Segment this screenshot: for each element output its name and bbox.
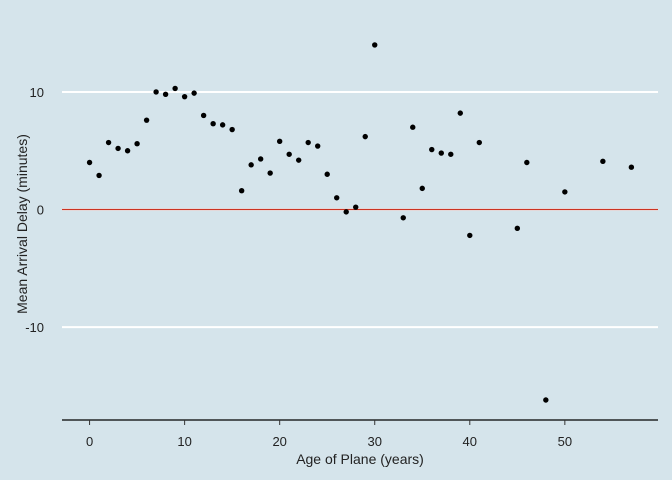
- data-point: [267, 170, 273, 176]
- data-point: [324, 171, 330, 177]
- data-point: [172, 85, 178, 92]
- data-point: [276, 138, 283, 145]
- data-point: [562, 189, 568, 195]
- data-point: [438, 150, 444, 156]
- data-point: [372, 42, 378, 48]
- x-tick-label: 20: [272, 434, 286, 449]
- data-point: [305, 139, 311, 146]
- data-point: [105, 139, 112, 146]
- data-point: [86, 159, 93, 166]
- data-point: [219, 122, 226, 128]
- data-point: [400, 215, 406, 221]
- data-point: [181, 93, 188, 100]
- data-point: [96, 172, 102, 179]
- data-point: [467, 232, 473, 239]
- data-point: [115, 145, 121, 152]
- y-axis-title: Mean Arrival Delay (minutes): [14, 134, 30, 314]
- data-point: [210, 121, 216, 127]
- y-tick-label: 0: [37, 203, 44, 218]
- data-point: [419, 185, 425, 192]
- data-points: [86, 42, 635, 403]
- data-point: [162, 91, 169, 98]
- data-point: [334, 195, 340, 201]
- data-point: [410, 124, 416, 130]
- data-point: [134, 140, 140, 147]
- data-point: [448, 151, 454, 157]
- data-point: [286, 151, 292, 157]
- data-point: [229, 126, 235, 133]
- data-point: [476, 139, 482, 146]
- x-axis-ticks: 0 10 20 30 40 50: [86, 420, 572, 449]
- data-point: [353, 204, 359, 210]
- data-point: [343, 209, 349, 215]
- data-point: [429, 146, 435, 153]
- data-point: [543, 397, 549, 403]
- x-tick-label: 50: [558, 434, 572, 449]
- data-point: [457, 110, 463, 116]
- data-point: [153, 89, 159, 95]
- data-point: [248, 162, 254, 168]
- x-tick-label: 10: [177, 434, 191, 449]
- data-point: [628, 164, 635, 170]
- x-tick-label: 30: [367, 434, 381, 449]
- x-axis-title: Age of Plane (years): [296, 451, 424, 467]
- data-point: [124, 148, 131, 154]
- data-point: [600, 158, 606, 165]
- y-tick-label: -10: [25, 320, 44, 335]
- data-point: [514, 225, 521, 232]
- x-tick-label: 40: [463, 434, 477, 449]
- data-point: [191, 90, 197, 96]
- y-axis-ticks: -10 0 10: [25, 85, 44, 335]
- data-point: [524, 159, 530, 166]
- data-point: [143, 117, 150, 123]
- data-point: [362, 133, 368, 140]
- data-point: [295, 157, 302, 163]
- data-point: [238, 188, 245, 194]
- y-tick-label: 10: [30, 85, 44, 100]
- data-point: [257, 156, 264, 162]
- x-tick-label: 0: [86, 434, 93, 449]
- data-point: [315, 143, 321, 149]
- data-point: [200, 112, 207, 119]
